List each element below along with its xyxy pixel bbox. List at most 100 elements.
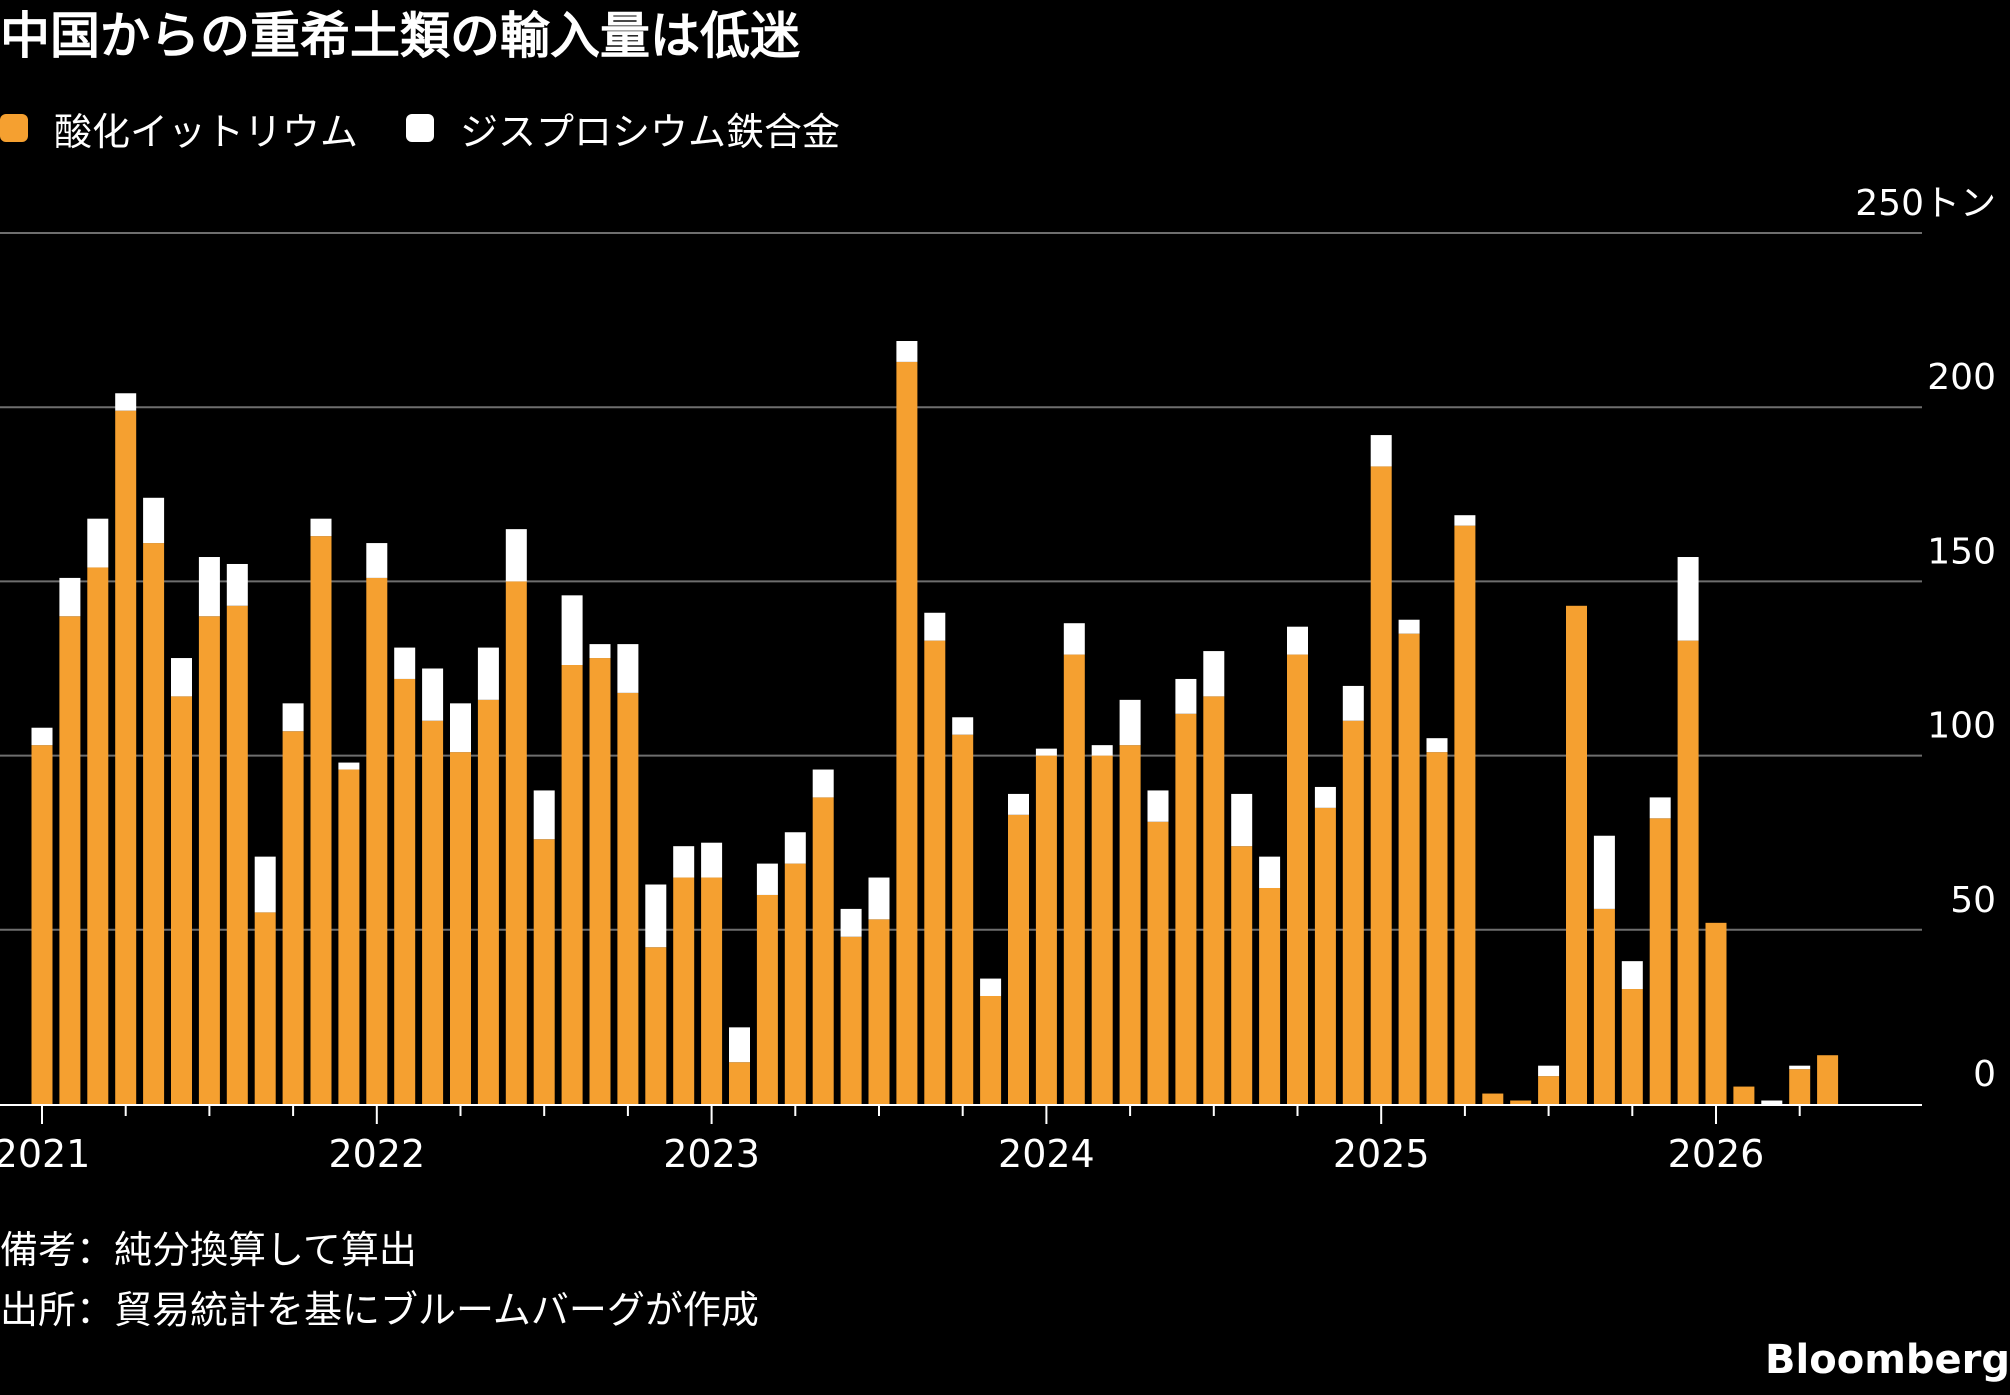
bar-yttrium-oxide (505, 581, 527, 1104)
bar-dysprosium-iron (784, 832, 806, 864)
bar-dysprosium-iron (1593, 835, 1615, 909)
bar-dysprosium-iron (924, 612, 946, 641)
bar-dysprosium-iron (868, 877, 890, 920)
legend-swatch-yttrium-oxide (0, 114, 28, 142)
bar-dysprosium-iron (422, 668, 444, 721)
x-tick-label: 2022 (328, 1132, 425, 1176)
bar-yttrium-oxide (1593, 908, 1615, 1104)
bar-dysprosium-iron (1761, 1100, 1783, 1104)
legend-item-dysprosium-iron: ジスプロシウム鉄合金 (406, 101, 840, 156)
bar-dysprosium-iron (1203, 651, 1225, 697)
bar-yttrium-oxide (226, 605, 248, 1104)
bar-dysprosium-iron (31, 727, 53, 746)
bar-dysprosium-iron (1091, 745, 1113, 756)
bar-dysprosium-iron (952, 717, 974, 735)
bar-yttrium-oxide (422, 720, 444, 1104)
bar-yttrium-oxide (1063, 654, 1085, 1104)
bar-dysprosium-iron (143, 497, 165, 544)
bar-yttrium-oxide (617, 692, 639, 1104)
y-tick-label: 150 (1927, 531, 1996, 572)
bar-yttrium-oxide (561, 665, 583, 1104)
bar-dysprosium-iron (1287, 626, 1308, 655)
bar-yttrium-oxide (980, 995, 1002, 1104)
bar-dysprosium-iron (87, 518, 109, 568)
bar-dysprosium-iron (226, 563, 248, 606)
bar-yttrium-oxide (1119, 745, 1141, 1104)
bar-dysprosium-iron (1789, 1065, 1811, 1070)
bar-dysprosium-iron (1649, 797, 1671, 819)
y-tick-label: 50 (1950, 880, 1996, 921)
bar-yttrium-oxide (450, 752, 471, 1104)
bar-yttrium-oxide (701, 877, 723, 1104)
x-tick-label: 2021 (0, 1132, 90, 1176)
bar-dysprosium-iron (1370, 435, 1392, 467)
x-tick-label: 2023 (663, 1132, 760, 1176)
y-tick-label: 200 (1927, 357, 1996, 398)
bar-yttrium-oxide (1510, 1100, 1532, 1104)
legend-label-yttrium-oxide: 酸化イットリウム (54, 109, 359, 154)
bar-dysprosium-iron (1008, 793, 1029, 815)
bar-dysprosium-iron (1231, 793, 1253, 847)
bar-dysprosium-iron (1426, 738, 1448, 753)
bar-yttrium-oxide (338, 769, 360, 1104)
bar-yttrium-oxide (394, 678, 416, 1104)
bar-yttrium-oxide (1008, 814, 1029, 1104)
y-tick-label: 0 (1973, 1054, 1996, 1095)
bar-yttrium-oxide (924, 640, 946, 1104)
bar-dysprosium-iron (1454, 515, 1476, 526)
bar-dysprosium-iron (729, 1027, 750, 1063)
bar-yttrium-oxide (1621, 989, 1643, 1104)
bar-yttrium-oxide (143, 543, 165, 1104)
bar-yttrium-oxide (1649, 818, 1671, 1104)
legend-label-dysprosium-iron: ジスプロシウム鉄合金 (460, 109, 841, 154)
bar-dysprosium-iron (1677, 557, 1699, 641)
bar-yttrium-oxide (840, 936, 862, 1104)
bar-yttrium-oxide (645, 947, 667, 1104)
bar-dysprosium-iron (589, 644, 611, 659)
bar-yttrium-oxide (477, 699, 499, 1104)
bar-dysprosium-iron (115, 393, 137, 411)
bar-yttrium-oxide (1426, 752, 1448, 1104)
bar-yttrium-oxide (1677, 640, 1699, 1104)
bar-yttrium-oxide (729, 1062, 750, 1104)
bar-yttrium-oxide (1147, 821, 1169, 1104)
bar-yttrium-oxide (673, 877, 695, 1104)
bar-dysprosium-iron (645, 884, 667, 948)
bar-yttrium-oxide (171, 696, 192, 1104)
bar-dysprosium-iron (1398, 619, 1420, 634)
bar-yttrium-oxide (1705, 922, 1727, 1104)
bar-dysprosium-iron (1175, 678, 1197, 714)
bar-yttrium-oxide (1203, 696, 1225, 1104)
bar-yttrium-oxide (1482, 1093, 1504, 1104)
bar-yttrium-oxide (115, 410, 137, 1105)
bar-yttrium-oxide (310, 536, 332, 1104)
bar-dysprosium-iron (980, 978, 1002, 996)
bar-yttrium-oxide (1370, 466, 1392, 1105)
x-tick-label: 2026 (1668, 1132, 1765, 1176)
bar-yttrium-oxide (1454, 525, 1476, 1104)
bar-yttrium-oxide (87, 567, 109, 1104)
bar-dysprosium-iron (1063, 623, 1085, 655)
bar-yttrium-oxide (1538, 1076, 1560, 1104)
bar-yttrium-oxide (1342, 720, 1364, 1104)
bar-dysprosium-iron (1259, 856, 1281, 888)
bar-dysprosium-iron (756, 863, 778, 895)
bar-dysprosium-iron (812, 769, 834, 798)
legend-item-yttrium-oxide: 酸化イットリウム (0, 101, 358, 156)
bar-yttrium-oxide (31, 745, 53, 1104)
y-tick-label: 100 (1927, 706, 1996, 747)
footnote-remark: 備考：純分換算して算出 (0, 1228, 417, 1272)
bar-yttrium-oxide (1175, 713, 1197, 1104)
bar-yttrium-oxide (1566, 605, 1587, 1104)
bar-dysprosium-iron (1035, 748, 1057, 756)
bar-dysprosium-iron (1147, 790, 1169, 822)
bar-dysprosium-iron (282, 703, 304, 732)
bar-yttrium-oxide (1733, 1086, 1755, 1104)
bar-yttrium-oxide (254, 912, 276, 1104)
bar-dysprosium-iron (617, 644, 639, 693)
bar-dysprosium-iron (338, 762, 360, 770)
bar-dysprosium-iron (896, 341, 918, 362)
bar-yttrium-oxide (1789, 1069, 1811, 1104)
bar-dysprosium-iron (1314, 786, 1336, 808)
